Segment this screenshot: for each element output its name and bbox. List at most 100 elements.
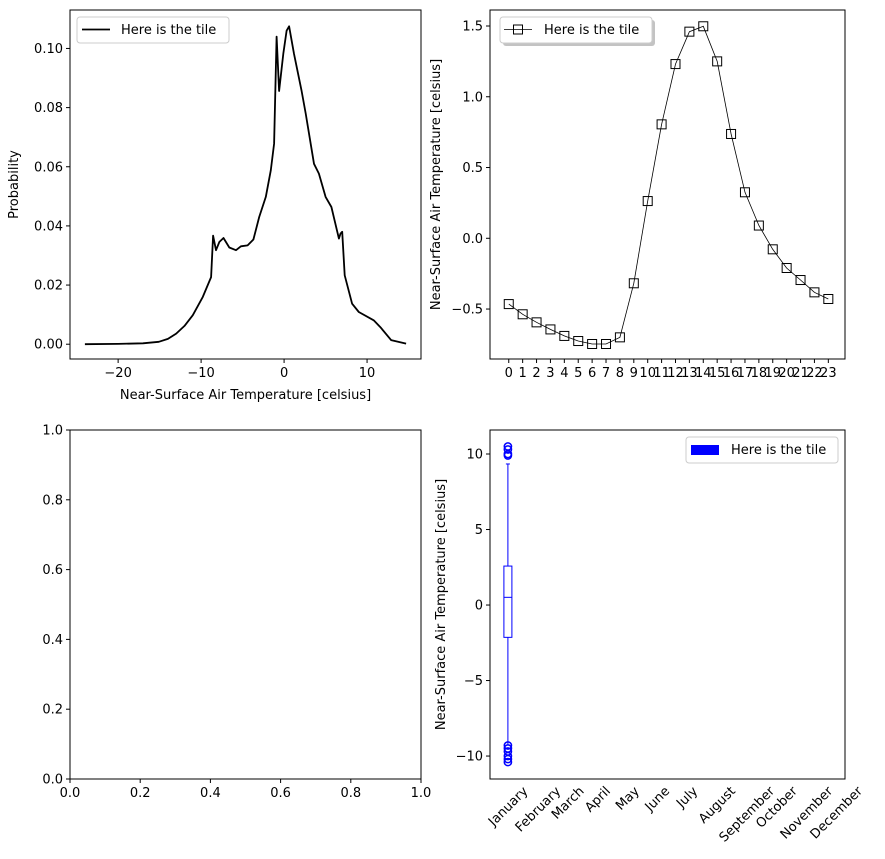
x-tick-label: 9 bbox=[630, 366, 638, 381]
y-axis-label: Near-Surface Air Temperature [celsius] bbox=[434, 479, 449, 730]
x-tick-label: 23 bbox=[820, 366, 837, 381]
y-tick-label: 5 bbox=[475, 523, 483, 538]
x-tick-label: 0.2 bbox=[130, 786, 151, 801]
x-axis-label: Near-Surface Air Temperature [celsius] bbox=[120, 388, 371, 403]
hourly-marker bbox=[656, 119, 667, 130]
hourly-marker bbox=[559, 330, 570, 341]
x-tick-label: 16 bbox=[723, 366, 740, 381]
hourly-marker bbox=[531, 317, 542, 328]
hourly-marker bbox=[781, 262, 792, 273]
axes-frame bbox=[489, 9, 846, 360]
y-tick-label: −0.5 bbox=[451, 303, 483, 318]
x-tick-label: June bbox=[642, 784, 673, 815]
x-tick-label: May bbox=[613, 784, 643, 814]
x-tick-label: 6 bbox=[588, 366, 596, 381]
y-tick-label: 0.6 bbox=[42, 563, 63, 578]
x-tick-label: 0 bbox=[280, 366, 288, 381]
y-tick-label: 0.08 bbox=[34, 101, 63, 116]
hourly-marker bbox=[670, 59, 681, 70]
x-tick-label: 15 bbox=[709, 366, 726, 381]
x-tick-label: 0.8 bbox=[340, 786, 361, 801]
hourly-marker bbox=[698, 21, 709, 32]
x-tick-label: 21 bbox=[792, 366, 809, 381]
x-tick-label: 2 bbox=[532, 366, 540, 381]
y-tick-label: 0.02 bbox=[34, 279, 63, 294]
x-tick-label: 1.0 bbox=[411, 786, 432, 801]
hourly-marker bbox=[739, 187, 750, 198]
hourly-marker bbox=[712, 56, 723, 67]
hourly-marker bbox=[545, 324, 556, 335]
hourly-line bbox=[508, 25, 829, 345]
y-tick-label: −5 bbox=[464, 674, 483, 689]
hourly-marker bbox=[642, 196, 653, 207]
x-tick-label: April bbox=[582, 784, 614, 816]
legend-patch-swatch bbox=[691, 445, 719, 455]
legend: Here is the tile bbox=[685, 436, 839, 464]
hourly-marker bbox=[795, 275, 806, 286]
hourly-marker bbox=[517, 309, 528, 320]
x-tick-label: 8 bbox=[616, 366, 624, 381]
x-tick-label: 22 bbox=[806, 366, 823, 381]
legend-box bbox=[76, 16, 230, 44]
legend-marker-swatch bbox=[513, 24, 523, 35]
hourly-marker bbox=[587, 338, 598, 349]
outlier-marker bbox=[503, 754, 513, 764]
legend-label: Here is the tile bbox=[121, 23, 216, 38]
hourly-marker bbox=[628, 278, 639, 289]
y-tick-label: 0.4 bbox=[42, 633, 63, 648]
outlier-marker bbox=[503, 445, 513, 454]
y-tick-label: 10 bbox=[466, 448, 483, 463]
outlier-marker bbox=[503, 451, 513, 460]
y-tick-label: 0.00 bbox=[34, 338, 63, 353]
hourly-marker bbox=[809, 287, 820, 298]
x-tick-label: 12 bbox=[667, 366, 684, 381]
y-tick-label: 0.06 bbox=[34, 160, 63, 175]
x-tick-label: 3 bbox=[546, 366, 554, 381]
hourly-marker bbox=[753, 220, 764, 231]
hourly-axes: −0.50.00.51.01.50 1 2 3 4 5 6 7 8 9 10111213141516… bbox=[429, 9, 846, 381]
y-axis-label: Probability bbox=[7, 150, 22, 219]
x-tick-label: 11 bbox=[653, 366, 670, 381]
axes-frame bbox=[489, 429, 846, 780]
legend-label: Here is the tile bbox=[544, 23, 639, 38]
x-tick-label: 17 bbox=[737, 366, 754, 381]
x-tick-label: 0.6 bbox=[270, 786, 291, 801]
hourly-marker bbox=[503, 299, 514, 310]
empty-axes: 0.0 0.2 0.4 0.6 0.8 1.0 0.0 0.2 0.4 0.6 0.8 1.0 bbox=[42, 424, 431, 802]
axes-frame bbox=[69, 9, 422, 360]
y-tick-label: 0.2 bbox=[42, 703, 63, 718]
box bbox=[503, 565, 513, 638]
x-tick-label: 0.4 bbox=[200, 786, 221, 801]
y-tick-label: 0.10 bbox=[34, 42, 63, 57]
x-tick-label: −10 bbox=[187, 366, 214, 381]
x-tick-label: −20 bbox=[104, 366, 131, 381]
x-tick-label: 18 bbox=[751, 366, 768, 381]
x-tick-label: 10 bbox=[359, 366, 376, 381]
y-tick-label: 1.0 bbox=[462, 90, 483, 105]
legend-box bbox=[499, 16, 653, 44]
legend: Here is the tile bbox=[499, 16, 655, 46]
y-tick-label: 0 bbox=[475, 599, 483, 614]
hourly-marker bbox=[573, 336, 584, 347]
x-tick-label: 4 bbox=[560, 366, 568, 381]
hourly-marker bbox=[767, 244, 778, 255]
legend-label: Here is the tile bbox=[731, 443, 826, 458]
outlier-marker bbox=[503, 751, 513, 761]
x-tick-label: 20 bbox=[778, 366, 795, 381]
x-tick-label: 14 bbox=[695, 366, 712, 381]
x-tick-label: July bbox=[673, 784, 701, 812]
y-tick-label: 0.04 bbox=[34, 219, 63, 234]
density-axes: 0.00 0.02 0.04 0.06 0.08 0.10 −20 −10 0 10 Near-Su… bbox=[7, 9, 422, 403]
x-tick-label: 7 bbox=[602, 366, 610, 381]
y-tick-label: 0.0 bbox=[462, 232, 483, 247]
legend: Here is the tile bbox=[76, 16, 230, 44]
x-tick-label: 1 bbox=[519, 366, 527, 381]
x-tick-label: 5 bbox=[574, 366, 582, 381]
y-tick-label: 0.8 bbox=[42, 493, 63, 508]
hourly-marker bbox=[601, 338, 612, 349]
x-tick-label: 13 bbox=[681, 366, 698, 381]
outlier-marker bbox=[503, 741, 513, 750]
x-tick-label: 0.0 bbox=[60, 786, 81, 801]
x-tick-label: 0 bbox=[505, 366, 513, 381]
